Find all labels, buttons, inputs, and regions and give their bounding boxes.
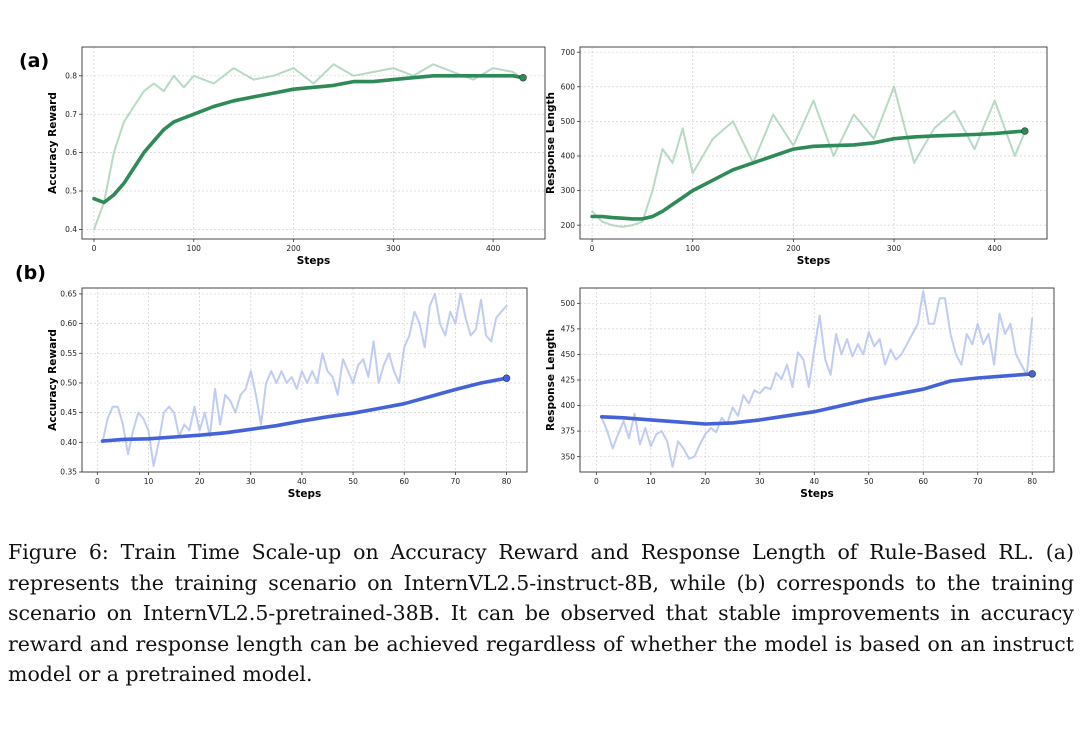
a-left-ytick-label: 0.4 [65,225,77,234]
b-right-ytick-label: 475 [561,324,576,333]
b-right-ylabel: Response Length [545,329,557,431]
a-right-ylabel: Response Length [545,92,557,194]
b-right-ytick-label: 375 [561,427,576,436]
b-left-xtick-label: 50 [348,477,358,486]
a-right-xtick-label: 400 [987,244,1002,253]
b-right-ytick-label: 425 [561,376,576,385]
b-right-ytick-label: 450 [561,350,576,359]
b-left-xtick-label: 20 [195,477,205,486]
b-left-frame [81,287,528,473]
a-left-xtick-label: 400 [486,244,501,253]
a-left-xtick-label: 0 [92,244,97,253]
a-right-series-smoothed [590,129,1027,221]
b-right-xtick-label: 0 [594,477,599,486]
panel-label-a: (a) [19,50,50,72]
b-left-xtick-label: 80 [502,477,512,486]
a-right-xlabel: Steps [797,255,830,267]
b-right-series-smoothed [599,372,1034,426]
a-left-ytick-label: 0.6 [65,148,77,157]
a-right-series-raw [591,85,1026,228]
figure-caption: Figure 6: Train Time Scale-up on Accurac… [8,540,1074,686]
a-right-xtick-label: 300 [887,244,902,253]
a-left-ytick-label: 0.7 [65,110,77,119]
b-left-ytick-label: 0.50 [60,379,77,388]
a-right-ytick-label: 500 [561,117,576,126]
b-left-ytick-label: 0.65 [60,290,77,299]
b-right-ytick-label: 500 [561,299,576,308]
b-right-ytick-label: 350 [561,452,576,461]
a-right-ytick-label: 600 [561,82,576,91]
a-left-ytick-label: 0.8 [65,71,77,80]
a-left-xtick-label: 300 [386,244,401,253]
b-right-ytick-label: 400 [561,401,576,410]
b-left-series-smoothed [100,376,509,443]
b-left-ytick-label: 0.40 [60,438,77,447]
b-right-xtick-label: 40 [810,477,820,486]
a-left-ytick-label: 0.5 [65,187,77,196]
b-right-xlabel: Steps [800,488,833,500]
b-left-xtick-label: 10 [144,477,154,486]
a-left-frame [81,46,546,240]
b-left-xtick-label: 30 [246,477,256,486]
b-left-ylabel: Accuracy Reward [47,329,59,431]
b-left-ytick-label: 0.60 [60,319,77,328]
b-right-xtick-label: 60 [918,477,928,486]
a-right-xtick-label: 200 [786,244,801,253]
a-left-endpoint-marker [519,74,527,82]
a-right-ytick-label: 400 [561,152,576,161]
a-left-ylabel: Accuracy Reward [47,92,59,194]
a-left-series-raw [93,63,524,231]
b-right-xtick-label: 50 [864,477,874,486]
b-right-endpoint-marker [1028,370,1036,378]
a-right-ytick-label: 200 [561,221,576,230]
b-left-xlabel: Steps [288,488,321,500]
figure-charts: 0 100 200 300 4000.40.50.60.70.8StepsAccurac… [47,46,1055,500]
b-left-xtick-label: 0 [95,477,100,486]
a-right-frame [579,46,1048,240]
b-left-series-raw [101,292,508,468]
b-right-xtick-label: 20 [701,477,711,486]
b-left-ytick-label: 0.55 [60,349,77,358]
b-right-xtick-label: 30 [755,477,765,486]
b-right-xtick-label: 10 [646,477,656,486]
a-left-xlabel: Steps [297,255,330,267]
a-left-xtick-label: 200 [286,244,301,253]
b-left-ytick-label: 0.45 [60,408,77,417]
b-right-xtick-label: 80 [1027,477,1037,486]
b-left-xtick-label: 60 [399,477,409,486]
panel-label-b: (b) [15,262,46,284]
a-left-xtick-label: 100 [187,244,202,253]
a-right-xtick-label: 0 [590,244,595,253]
b-left-xtick-label: 70 [451,477,461,486]
a-right-ytick-label: 700 [561,48,576,57]
b-right-xtick-label: 70 [973,477,983,486]
a-right-ytick-label: 300 [561,186,576,195]
b-left-xtick-label: 40 [297,477,307,486]
b-left-endpoint-marker [502,374,511,382]
b-right-series-raw [600,290,1034,468]
a-left-series-smoothed [92,74,525,205]
a-right-endpoint-marker [1021,127,1029,135]
b-left-ytick-label: 0.35 [60,468,77,477]
a-right-xtick-label: 100 [686,244,701,253]
